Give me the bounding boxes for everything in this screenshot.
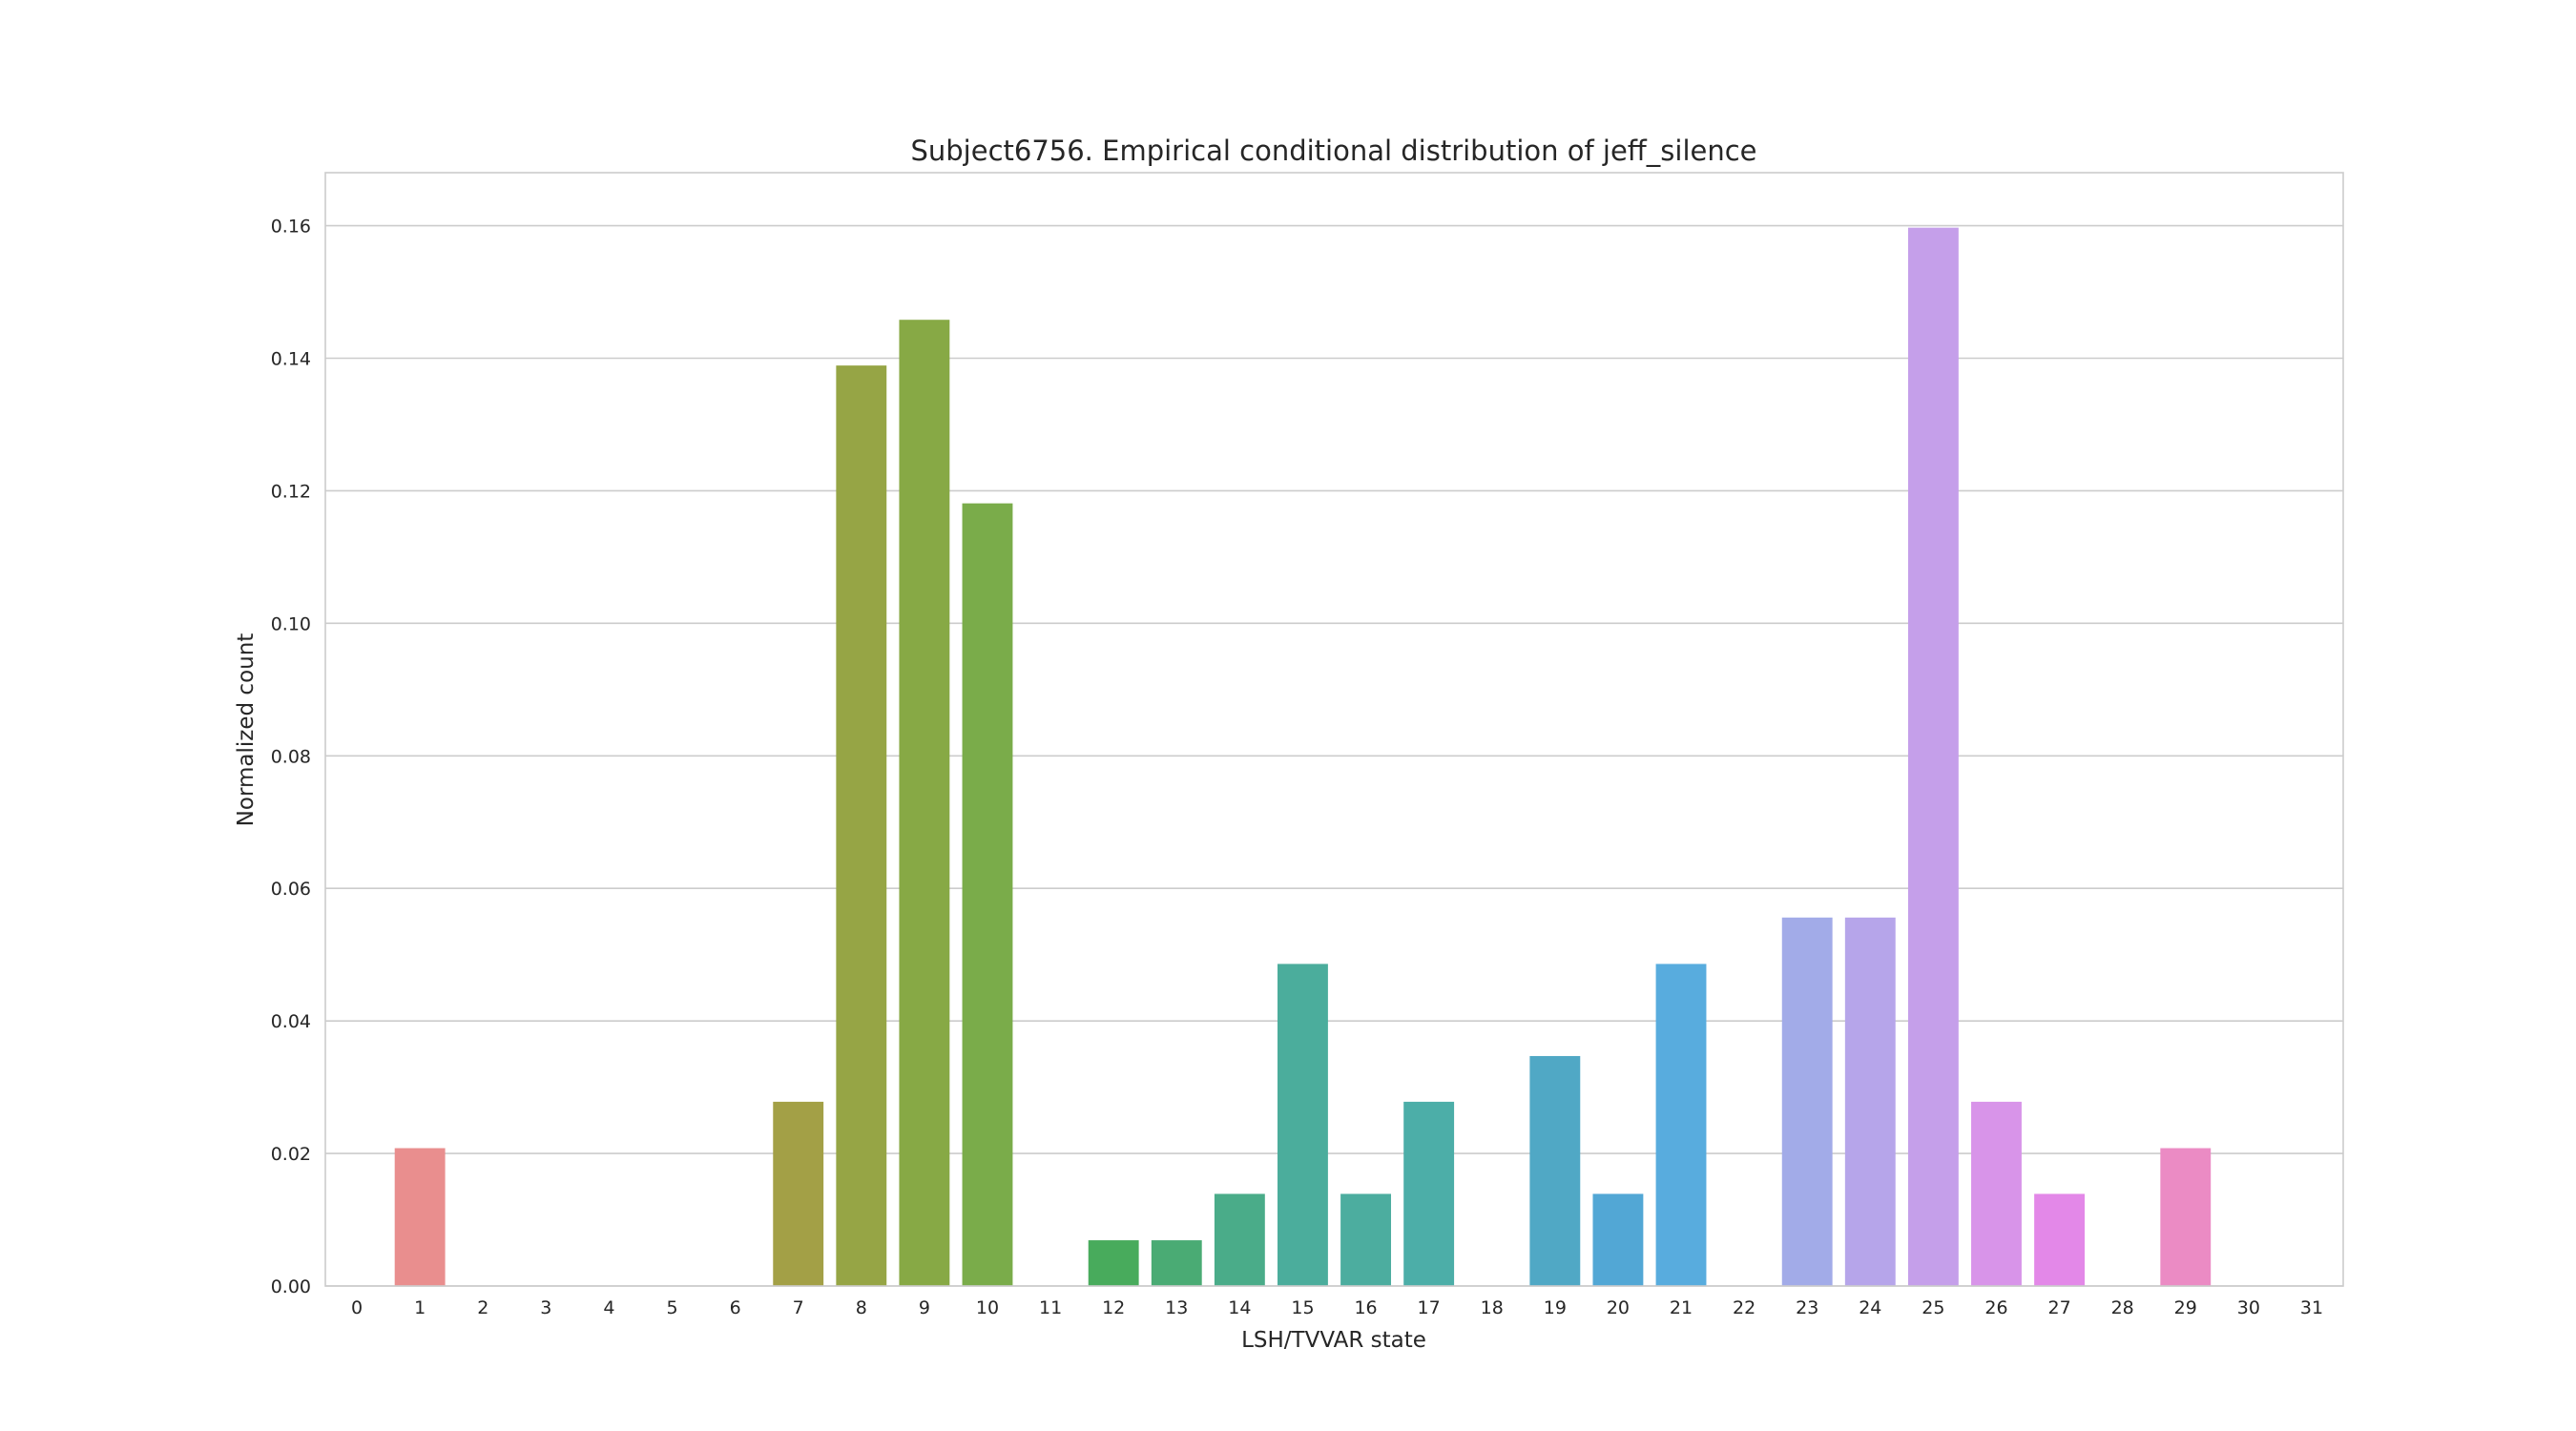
bar-25 (1907, 227, 1959, 1286)
x-tick-label: 6 (730, 1297, 741, 1318)
y-tick-label: 0.04 (271, 1011, 311, 1032)
x-tick-label: 3 (540, 1297, 551, 1318)
gridlines (325, 224, 2343, 1287)
x-tick-label: 19 (1544, 1297, 1567, 1318)
x-tick-label: 7 (793, 1297, 804, 1318)
x-tick-label: 26 (1984, 1297, 2007, 1318)
bar-8 (836, 365, 887, 1286)
bar-26 (1971, 1101, 2022, 1286)
y-tick-label: 0.14 (271, 349, 311, 370)
y-tick-labels: 0.00 0.02 0.04 0.06 0.08 0.10 0.12 0.14 0.16 (271, 217, 311, 1297)
bar-20 (1592, 1193, 1644, 1286)
bar-23 (1781, 917, 1833, 1286)
x-tick-label: 12 (1102, 1297, 1125, 1318)
x-tick-label: 10 (976, 1297, 999, 1318)
x-tick-label: 4 (603, 1297, 614, 1318)
x-tick-label: 29 (2174, 1297, 2197, 1318)
x-tick-label: 15 (1291, 1297, 1314, 1318)
x-tick-label: 8 (856, 1297, 867, 1318)
x-tick-label: 25 (1922, 1297, 1944, 1318)
bar-10 (962, 503, 1013, 1286)
x-tick-label: 5 (666, 1297, 677, 1318)
x-tick-label: 17 (1418, 1297, 1441, 1318)
y-tick-label: 0.12 (271, 481, 311, 502)
bar-12 (1088, 1240, 1139, 1286)
y-axis-label: Normalized count (234, 633, 259, 827)
x-tick-label: 22 (1733, 1297, 1755, 1318)
bar-15 (1278, 964, 1328, 1286)
x-tick-label: 31 (2300, 1297, 2323, 1318)
x-tick-label: 23 (1796, 1297, 1818, 1318)
y-tick-label: 0.00 (271, 1276, 311, 1297)
bar-21 (1655, 964, 1707, 1286)
bar-9 (899, 320, 950, 1287)
bar-16 (1340, 1193, 1391, 1286)
y-tick-label: 0.10 (271, 613, 311, 634)
x-tick-label: 20 (1607, 1297, 1630, 1318)
plot-frame (324, 172, 2344, 1287)
bar-7 (773, 1101, 824, 1286)
x-tick-label: 0 (351, 1297, 363, 1318)
bars (394, 227, 2212, 1287)
bar-13 (1151, 1240, 1202, 1286)
x-tick-labels: 0 1 2 3 4 5 6 7 8 9 10 11 12 13 14 15 16 17 18 19 20 21 22 23 24… (351, 1297, 2323, 1318)
y-tick-label: 0.08 (271, 746, 311, 767)
x-tick-label: 1 (414, 1297, 426, 1318)
bar-17 (1403, 1101, 1455, 1286)
x-tick-label: 14 (1228, 1297, 1251, 1318)
x-tick-label: 24 (1859, 1297, 1881, 1318)
x-tick-label: 2 (477, 1297, 488, 1318)
bar-24 (1844, 917, 1896, 1286)
chart-title: Subject6756. Empirical conditional distr… (910, 135, 1756, 167)
bar-14 (1214, 1193, 1265, 1286)
x-tick-label: 18 (1481, 1297, 1504, 1318)
x-tick-label: 28 (2111, 1297, 2134, 1318)
x-tick-label: 13 (1165, 1297, 1188, 1318)
y-tick-label: 0.06 (271, 879, 311, 900)
bar-29 (2160, 1148, 2212, 1286)
x-axis-label: LSH/TVVAR state (1241, 1328, 1426, 1353)
y-tick-label: 0.02 (271, 1144, 311, 1165)
x-tick-label: 11 (1039, 1297, 1062, 1318)
x-tick-label: 9 (919, 1297, 930, 1318)
y-tick-label: 0.16 (271, 217, 311, 238)
x-tick-label: 16 (1354, 1297, 1377, 1318)
bar-19 (1529, 1055, 1581, 1286)
x-tick-label: 27 (2047, 1297, 2070, 1318)
bar-27 (2034, 1193, 2086, 1286)
x-tick-label: 30 (2237, 1297, 2260, 1318)
bar-1 (394, 1148, 446, 1286)
x-tick-label: 21 (1670, 1297, 1693, 1318)
